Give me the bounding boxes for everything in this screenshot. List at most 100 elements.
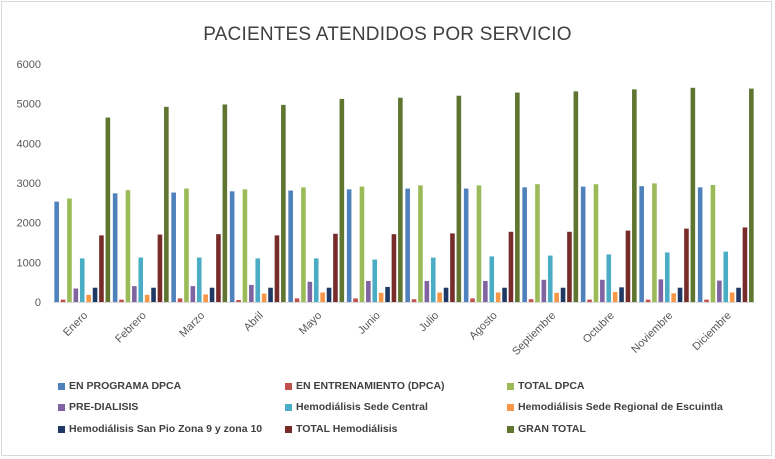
bar: [398, 97, 403, 302]
legend: EN PROGRAMA DPCA EN ENTRENAMIENTO (DPCA) T…: [58, 377, 758, 449]
legend-item: Hemodiálisis San Pio Zona 9 y zona 10: [58, 423, 262, 435]
legend-swatch: [507, 425, 514, 433]
bar: [450, 233, 455, 302]
legend-item: EN ENTRENAMIENTO (DPCA): [285, 380, 445, 392]
bar: [437, 292, 442, 302]
bar: [742, 227, 748, 302]
legend-swatch: [58, 403, 65, 411]
x-tick-label: Abril: [242, 310, 266, 334]
bar: [593, 184, 599, 302]
bar: [274, 235, 280, 302]
bar: [288, 190, 293, 302]
bar: [372, 259, 378, 302]
legend-item: EN PROGRAMA DPCA: [58, 380, 181, 392]
bar: [164, 106, 169, 302]
bar: [67, 198, 72, 302]
legend-swatch: [507, 403, 514, 411]
bar: [313, 258, 319, 302]
x-tick-label: Agosto: [467, 310, 500, 343]
bar: [190, 286, 196, 302]
bar: [125, 190, 131, 302]
bar: [736, 287, 741, 302]
legend-label: Hemodiálisis Sede Central: [296, 401, 428, 413]
x-tick-label: Septiembre: [510, 310, 558, 358]
x-tick-label: Enero: [61, 310, 90, 339]
bar: [639, 186, 644, 302]
bar: [690, 87, 696, 302]
bar: [132, 286, 137, 302]
bar: [560, 287, 566, 302]
legend-swatch: [58, 425, 65, 433]
legend-label: EN ENTRENAMIENTO (DPCA): [296, 380, 445, 392]
bar: [405, 188, 410, 302]
bar: [216, 234, 221, 302]
bar: [671, 293, 676, 302]
y-tick-label: 6000: [17, 59, 41, 71]
legend-swatch: [507, 382, 514, 390]
bar: [456, 95, 462, 302]
bar: [652, 183, 657, 302]
bar: [346, 189, 352, 302]
bar: [567, 231, 572, 302]
legend-swatch: [58, 382, 65, 390]
bar: [554, 292, 559, 302]
bar: [353, 298, 358, 302]
bar: [112, 193, 118, 302]
bar: [522, 187, 527, 302]
bar: [294, 298, 300, 302]
bar: [541, 279, 547, 302]
bar: [587, 299, 592, 302]
x-tick-label: Mayo: [297, 310, 325, 338]
bar: [606, 254, 612, 302]
bar: [333, 233, 338, 302]
bar: [366, 280, 371, 302]
bar: [203, 294, 208, 302]
bar: [677, 287, 683, 302]
legend-label: TOTAL DPCA: [518, 380, 585, 392]
bar: [301, 187, 306, 302]
bar: [138, 257, 144, 302]
bar: [60, 299, 66, 302]
bar: [209, 287, 215, 302]
bar: [236, 300, 241, 302]
legend-item: GRAN TOTAL: [507, 423, 586, 435]
bar: [184, 188, 189, 302]
bar: [151, 287, 156, 302]
y-tick-label: 5000: [17, 99, 41, 111]
bar: [612, 292, 618, 302]
chart-title: PACIENTES ATENDIDOS POR SERVICIO: [203, 24, 572, 45]
bar: [729, 292, 735, 302]
bar: [281, 104, 286, 302]
bar: [171, 192, 176, 302]
legend-label: TOTAL Hemodiálisis: [296, 423, 398, 435]
legend-swatch: [285, 403, 292, 411]
bar: [326, 287, 332, 302]
y-tick-label: 1000: [17, 257, 41, 269]
legend-item: TOTAL DPCA: [507, 380, 585, 392]
legend-item: PRE-DIALISIS: [58, 401, 138, 413]
bar: [196, 257, 202, 302]
bar: [411, 299, 417, 302]
y-tick-label: 2000: [17, 218, 41, 230]
legend-label: EN PROGRAMA DPCA: [69, 380, 182, 392]
x-tick-label: Octubre: [581, 310, 617, 346]
legend-swatch: [285, 425, 292, 433]
bar: [92, 287, 98, 302]
bar: [573, 91, 579, 303]
bar: [470, 298, 475, 302]
x-tick-label: Marzo: [177, 310, 207, 340]
bar: [483, 280, 488, 302]
bar: [717, 280, 722, 302]
bar: [54, 201, 59, 302]
bar: [242, 189, 248, 302]
bar: [697, 187, 703, 302]
legend-label: Hemodiálisis San Pio Zona 9 y zona 10: [69, 423, 263, 435]
legend-item: TOTAL Hemodiálisis: [285, 423, 398, 435]
legend-label: Hemodiálisis Sede Regional de Escuintla: [518, 401, 723, 413]
bar: [119, 299, 124, 302]
x-tick-label: Febrero: [113, 310, 149, 346]
bar: [535, 184, 540, 302]
legend-item: Hemodiálisis Sede Central: [285, 401, 428, 413]
bar: [320, 292, 325, 302]
bar: [463, 188, 469, 302]
